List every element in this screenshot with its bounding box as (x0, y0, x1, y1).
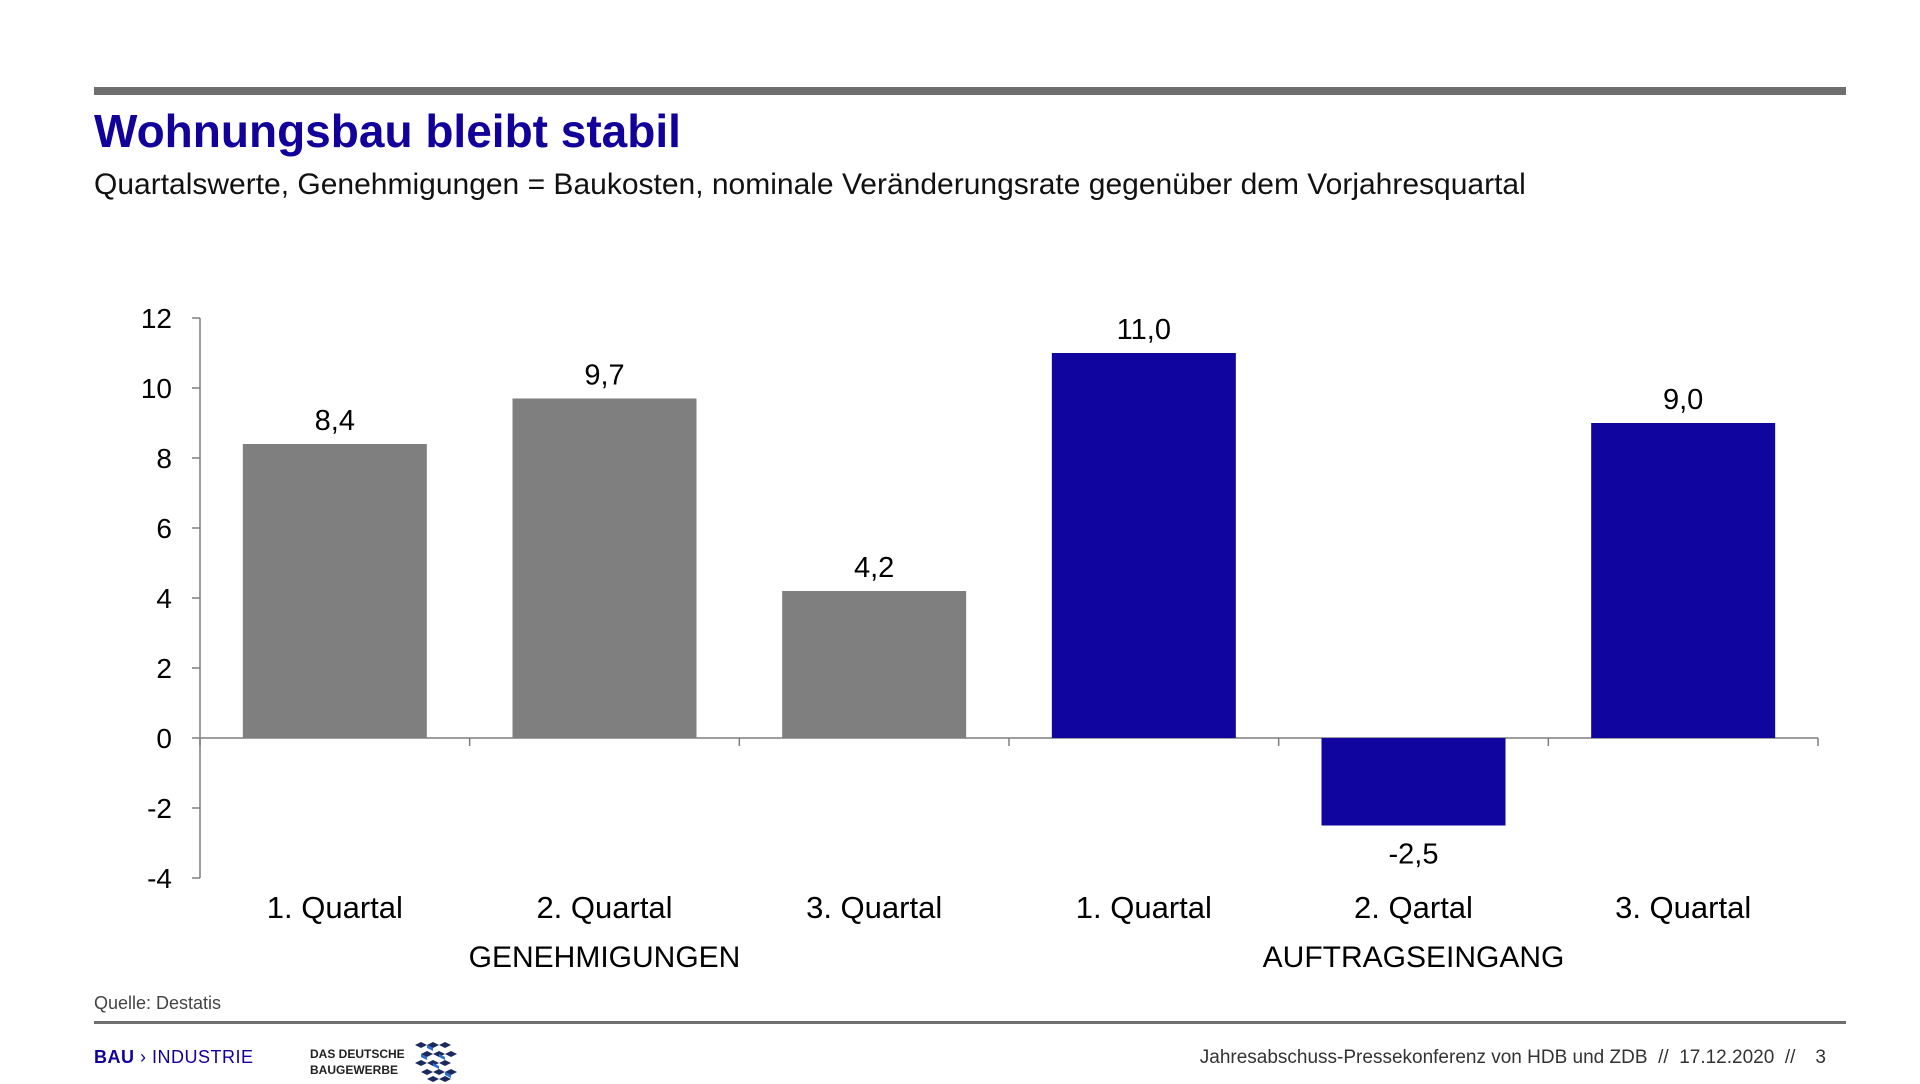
bar (1591, 423, 1776, 738)
category-label: 2. Quartal (536, 890, 672, 925)
data-label: 11,0 (1117, 314, 1171, 346)
data-label: 9,0 (1663, 384, 1703, 416)
logo-zdb-line2: BAUGEWERBE (310, 1063, 399, 1077)
cubes-icon (414, 1042, 457, 1082)
footer-text: Jahresabschuss-Pressekonferenz von HDB u… (1200, 1047, 1826, 1069)
footer-event: Jahresabschuss-Pressekonferenz von HDB u… (1199, 1047, 1796, 1068)
bar (1051, 353, 1236, 738)
y-tick-label: -2 (147, 793, 172, 824)
x-axis (199, 737, 1819, 746)
logo-bau-rest: INDUSTRIE (152, 1047, 254, 1067)
category-label: 2. Qartal (1354, 890, 1473, 925)
bars (242, 353, 1776, 826)
category-label: 1. Quartal (267, 890, 403, 925)
y-tick-label: 6 (156, 513, 172, 544)
y-tick-label: 10 (141, 373, 172, 404)
data-label: 8,4 (315, 405, 355, 437)
y-tick-label: 8 (156, 443, 172, 474)
logo-zdb-line1: DAS DEUTSCHE (310, 1047, 405, 1061)
data-label: 4,2 (854, 552, 894, 584)
page-title: Wohnungsbau bleibt stabil (94, 105, 681, 157)
group-label: AUFTRAGSEINGANG (1263, 941, 1565, 974)
bauindustrie-logo: BAU › INDUSTRIE (94, 1047, 254, 1068)
category-labels: 1. Quartal 2. Quartal 3. Quartal 1. Quartal… (267, 890, 1751, 925)
bar (512, 398, 697, 738)
bottom-rule (94, 1021, 1846, 1024)
y-tick-label: 4 (156, 583, 172, 614)
top-rule (94, 87, 1846, 95)
data-labels: 8,4 9,7 4,2 11,0 -2,5 9,0 (315, 314, 1704, 871)
data-label: 9,7 (584, 360, 624, 392)
logo-bau-bold: BAU (94, 1047, 135, 1067)
group-labels: GENEHMIGUNGEN AUFTRAGSEINGANG (469, 941, 1565, 974)
y-tick-label: 2 (156, 653, 172, 684)
category-label: 1. Quartal (1076, 890, 1212, 925)
bar (1321, 738, 1506, 826)
page-number: 3 (1815, 1047, 1826, 1068)
bar (782, 591, 967, 738)
zdb-logo: DAS DEUTSCHE BAUGEWERBE (310, 1040, 461, 1084)
y-axis: -4 -2 0 2 4 6 8 10 12 (141, 303, 201, 894)
page-subtitle: Quartalswerte, Genehmigungen = Baukosten… (94, 168, 1526, 201)
source-note: Quelle: Destatis (94, 993, 222, 1013)
category-label: 3. Quartal (806, 890, 942, 925)
y-tick-label: 0 (156, 723, 172, 754)
category-label: 3. Quartal (1615, 890, 1751, 925)
bar (242, 444, 427, 738)
group-label: GENEHMIGUNGEN (469, 941, 741, 974)
y-tick-label: -4 (147, 863, 172, 894)
logo-chevron-icon: › (134, 1047, 152, 1067)
data-label: -2,5 (1389, 839, 1439, 871)
y-tick-label: 12 (141, 303, 172, 334)
